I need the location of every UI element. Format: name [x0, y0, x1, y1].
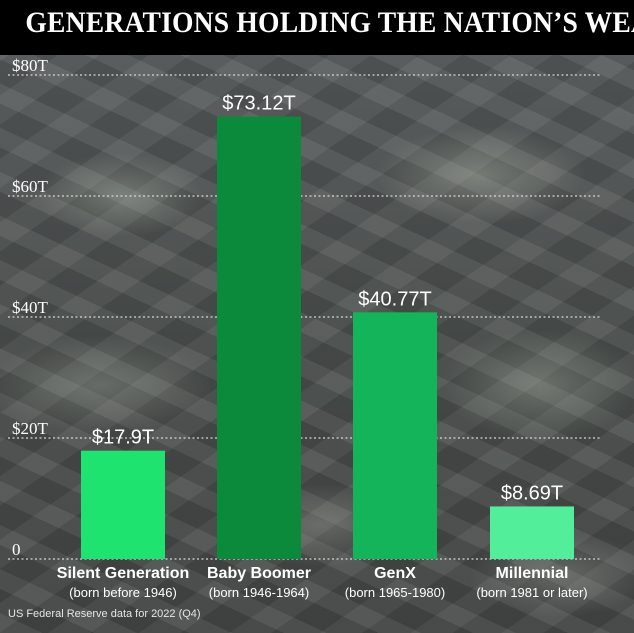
x-tick-sublabel: (born 1946-1964) — [209, 585, 309, 600]
bar — [353, 312, 437, 559]
y-tick-label: 0 — [12, 540, 21, 559]
bar — [217, 116, 301, 560]
source-note: US Federal Reserve data for 2022 (Q4) — [8, 608, 201, 620]
bar — [490, 506, 574, 559]
data-label: $40.77T — [358, 288, 431, 310]
y-tick-label: $80T — [12, 56, 49, 75]
x-tick-label: GenX — [374, 565, 416, 582]
chart-title: GENERATIONS HOLDING THE NATION’S WEALTH — [25, 6, 634, 39]
title-bar: GENERATIONS HOLDING THE NATION’S WEALTH — [0, 0, 634, 55]
y-tick-labels: 0 $20T $40T $60T $80T — [12, 56, 49, 559]
y-tick-label: $20T — [12, 419, 49, 438]
data-label: $8.69T — [501, 482, 563, 504]
bars — [81, 116, 574, 560]
y-tick-label: $60T — [12, 177, 49, 196]
y-tick-label: $40T — [12, 298, 49, 317]
x-tick-sublabel: (born 1965-1980) — [345, 585, 445, 600]
x-tick-label: Silent Generation — [57, 565, 189, 582]
x-tick-label: Baby Boomer — [207, 565, 311, 582]
x-tick-label: Millennial — [496, 565, 569, 582]
x-tick-sublabel: (born 1981 or later) — [476, 585, 587, 600]
value-labels: $17.9T $73.12T $40.77T $8.69T — [92, 93, 563, 505]
data-label: $73.12T — [222, 93, 295, 115]
data-label: $17.9T — [92, 427, 154, 449]
bar — [81, 450, 165, 559]
x-category-labels: Silent Generation (born before 1946) Baby … — [57, 565, 588, 600]
x-tick-sublabel: (born before 1946) — [69, 585, 177, 600]
